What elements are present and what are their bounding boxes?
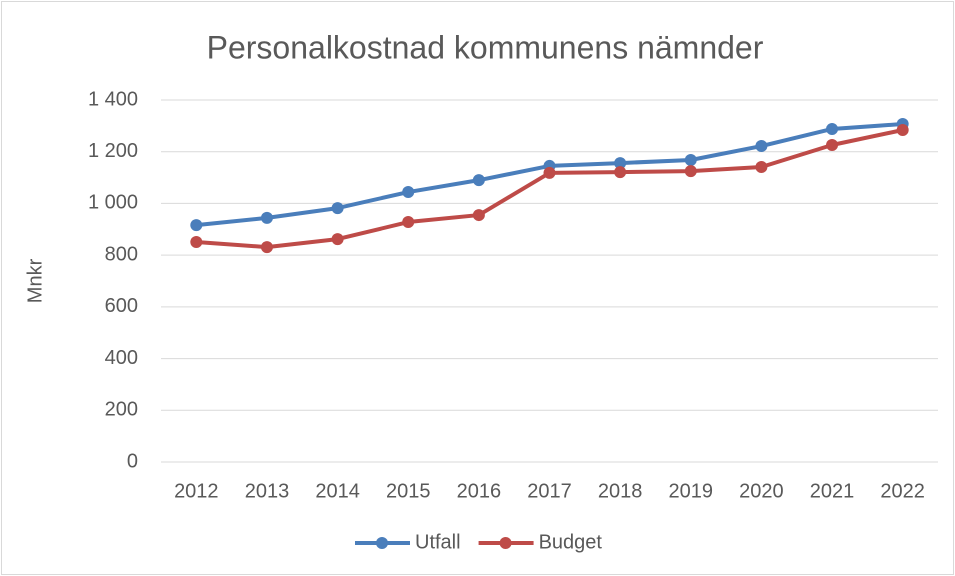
x-tick-label: 2021	[810, 480, 855, 502]
legend-label: Budget	[539, 531, 603, 553]
data-point	[190, 235, 203, 248]
data-point	[755, 160, 768, 173]
y-tick-label: 0	[127, 450, 138, 472]
data-point	[684, 165, 697, 178]
legend-swatch-dot	[376, 537, 388, 549]
data-point	[472, 209, 485, 222]
y-tick-label: 1 000	[88, 192, 138, 214]
data-point	[755, 140, 768, 153]
data-point	[614, 166, 627, 179]
data-point	[331, 202, 344, 215]
data-point	[826, 138, 839, 151]
y-tick-label: 200	[105, 399, 138, 421]
x-tick-label: 2016	[457, 480, 502, 502]
data-point	[402, 186, 415, 199]
data-point	[472, 174, 485, 187]
data-point	[826, 122, 839, 135]
y-tick-label: 400	[105, 347, 138, 369]
data-point	[614, 157, 627, 170]
x-tick-label: 2018	[598, 480, 643, 502]
data-point	[331, 233, 344, 246]
x-tick-label: 2013	[245, 480, 290, 502]
data-point	[402, 216, 415, 229]
data-point	[896, 123, 909, 136]
legend-swatch-dot	[499, 537, 512, 549]
y-tick-label: 1 400	[88, 88, 138, 110]
data-point	[684, 153, 697, 166]
y-tick-label: 1 200	[88, 140, 138, 162]
data-point	[260, 211, 273, 224]
legend-label: Utfall	[415, 531, 461, 553]
y-tick-label: 800	[105, 243, 138, 265]
x-tick-label: 2017	[527, 480, 572, 502]
x-tick-label: 2014	[315, 480, 360, 502]
x-tick-label: 2022	[880, 480, 925, 502]
chart-title: Personalkostnad kommunens nämnder	[207, 29, 764, 65]
y-tick-label: 600	[105, 295, 138, 317]
x-tick-label: 2015	[386, 480, 431, 502]
x-tick-label: 2012	[174, 480, 219, 502]
y-axis-label: Mnkr	[24, 258, 46, 303]
x-tick-label: 2019	[669, 480, 714, 502]
data-point	[190, 219, 203, 232]
x-tick-label: 2020	[739, 480, 784, 502]
data-point	[260, 241, 273, 254]
data-point	[543, 166, 556, 179]
